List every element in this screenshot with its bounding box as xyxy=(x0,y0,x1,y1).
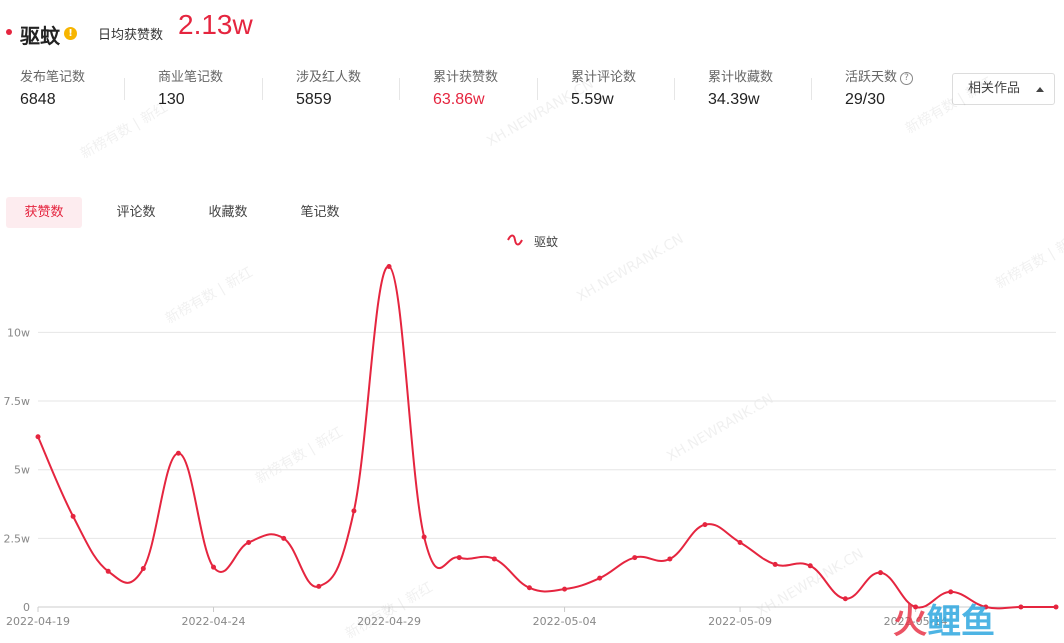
data-point xyxy=(386,263,392,269)
stat-value: 29/30 xyxy=(845,91,886,108)
data-point xyxy=(281,535,287,541)
data-point xyxy=(140,566,146,572)
divider xyxy=(674,78,675,100)
stat-total-comments: 累计评论数 5.59w xyxy=(571,66,636,116)
data-point xyxy=(913,604,919,610)
data-point xyxy=(597,575,603,581)
divider xyxy=(262,78,263,100)
data-point xyxy=(70,513,76,519)
data-point xyxy=(983,604,989,610)
x-tick-label: 2022-04-29 xyxy=(357,615,421,628)
data-point xyxy=(667,556,673,562)
stat-label: 累计获赞数 xyxy=(433,70,499,85)
series-line-quwen xyxy=(37,265,1056,610)
stat-label-text: 活跃天数 xyxy=(845,70,898,85)
related-works-button[interactable]: 相关作品 xyxy=(952,73,1055,105)
x-tick-label: 2022-05-14 xyxy=(884,615,948,628)
data-point xyxy=(316,583,322,589)
y-tick-label: 2.5w xyxy=(4,532,31,545)
logo-left: 火 xyxy=(893,602,927,642)
data-point xyxy=(1053,604,1059,610)
divider xyxy=(399,78,400,100)
stat-label: 涉及红人数 xyxy=(296,70,362,85)
data-point xyxy=(562,586,568,592)
legend-line-icon xyxy=(507,234,523,246)
data-point xyxy=(807,563,813,569)
stat-label: 发布笔记数 xyxy=(20,70,86,85)
data-point xyxy=(1018,604,1024,610)
data-point xyxy=(737,539,743,545)
data-point xyxy=(491,556,497,562)
daily-avg-likes-label: 日均获赞数 xyxy=(98,28,164,43)
data-point xyxy=(842,596,848,602)
stat-total-favorites: 累计收藏数 34.39w xyxy=(708,66,773,116)
y-tick-label: 7.5w xyxy=(4,395,31,408)
stat-value: 5.59w xyxy=(571,91,614,108)
stat-label: 商业笔记数 xyxy=(158,70,224,85)
x-tick-label: 2022-05-09 xyxy=(708,615,772,628)
data-point xyxy=(948,589,954,595)
logo-right: 鲤鱼 xyxy=(927,602,995,642)
info-badge-icon: ! xyxy=(64,27,77,40)
data-point xyxy=(421,534,427,540)
x-tick-label: 2022-04-24 xyxy=(182,615,246,628)
legend-series-name: 驱蚊 xyxy=(534,235,559,249)
chart-svg: 0 2.5w 5w 7.5w 10w 2022-04-19 2022-04-24 2022-0… xyxy=(4,263,1059,628)
stat-influencers: 涉及红人数 5859 xyxy=(296,66,361,116)
stat-label: 累计评论数 xyxy=(571,70,637,85)
tab-comments[interactable]: 评论数 xyxy=(116,205,156,220)
data-point xyxy=(211,564,217,570)
page-title: 驱蚊 xyxy=(20,24,60,48)
stat-commercial-notes: 商业笔记数 130 xyxy=(158,66,223,116)
x-tick-label: 2022-05-04 xyxy=(533,615,597,628)
stat-value: 6848 xyxy=(20,91,56,108)
data-point xyxy=(702,522,708,528)
related-works-label: 相关作品 xyxy=(968,81,1021,96)
title-dot xyxy=(6,29,12,35)
tab-notes[interactable]: 笔记数 xyxy=(300,205,340,220)
y-tick-label: 0 xyxy=(23,601,30,614)
stat-active-days: 活跃天数? 29/30 xyxy=(845,66,914,116)
divider xyxy=(537,78,538,100)
daily-avg-likes-value: 2.13w xyxy=(178,9,253,40)
stats-bar: 发布笔记数 6848 商业笔记数 130 涉及红人数 5859 累计获赞数 63… xyxy=(0,66,1064,116)
y-tick-label: 5w xyxy=(14,464,30,477)
header: 驱蚊 ! 日均获赞数 2.13w xyxy=(0,0,1064,60)
tab-likes[interactable]: 获赞数 xyxy=(6,197,82,228)
divider xyxy=(124,78,125,100)
stat-label: 活跃天数? xyxy=(845,66,914,85)
data-point xyxy=(456,555,462,561)
stat-value: 63.86w xyxy=(433,91,485,108)
help-icon[interactable]: ? xyxy=(900,72,914,85)
stat-published-notes: 发布笔记数 6848 xyxy=(20,66,85,116)
data-point xyxy=(105,568,111,574)
data-point xyxy=(877,570,883,576)
stat-value: 130 xyxy=(158,91,185,108)
brand-logo: 火鲤鱼 xyxy=(893,594,995,643)
y-tick-label: 10w xyxy=(7,326,30,339)
data-point xyxy=(246,539,252,545)
data-point xyxy=(175,450,181,456)
stat-label: 累计收藏数 xyxy=(708,70,774,85)
stat-value: 5859 xyxy=(296,91,332,108)
data-point xyxy=(351,508,357,514)
x-tick-label: 2022-04-19 xyxy=(6,615,70,628)
stat-total-likes: 累计获赞数 63.86w xyxy=(433,66,498,116)
data-point xyxy=(35,434,41,440)
likes-line-chart: 0 2.5w 5w 7.5w 10w 2022-04-19 2022-04-24 2022-0… xyxy=(0,250,1064,641)
divider xyxy=(811,78,812,100)
data-point xyxy=(772,561,778,567)
data-point xyxy=(526,585,532,591)
tab-favorites[interactable]: 收藏数 xyxy=(208,205,248,220)
data-point xyxy=(632,555,638,561)
stat-value: 34.39w xyxy=(708,91,760,108)
caret-up-icon xyxy=(1036,87,1044,92)
